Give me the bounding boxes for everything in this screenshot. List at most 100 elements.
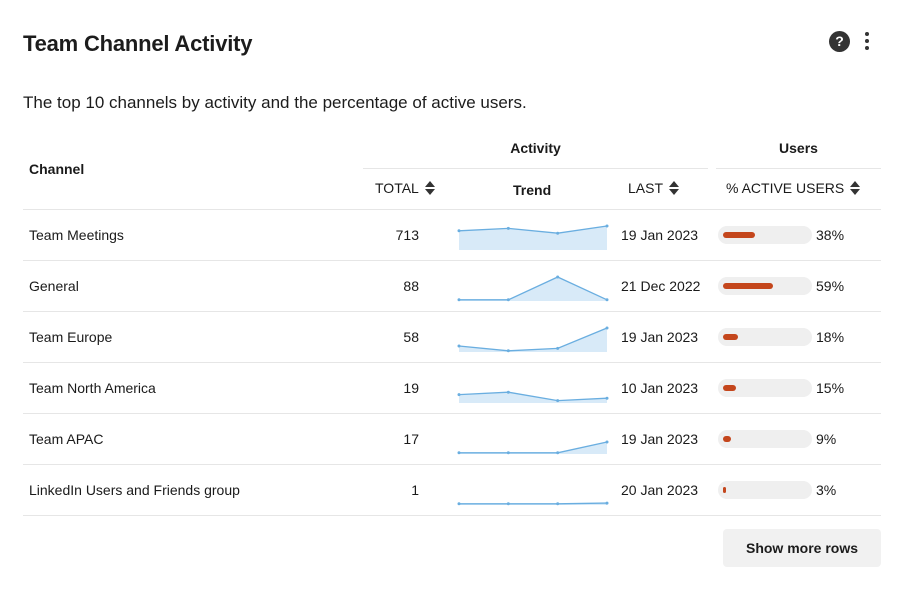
active-users-bar — [718, 277, 812, 295]
active-users-bar-fill — [723, 334, 738, 340]
active-users-bar — [718, 379, 812, 397]
active-users-bar-fill — [723, 232, 755, 238]
trend-point — [605, 440, 609, 444]
active-users-bar-fill — [723, 487, 726, 493]
active-users-percent: 15% — [816, 380, 845, 396]
last-activity-date: 10 Jan 2023 — [621, 380, 699, 396]
trend-sparkline — [457, 440, 609, 455]
sort-icon[interactable] — [850, 181, 861, 195]
trend-point — [605, 501, 609, 505]
trend-point — [457, 229, 461, 233]
trend-line — [459, 502, 608, 505]
column-header-last[interactable]: LAST — [628, 180, 680, 196]
trend-line — [459, 276, 608, 301]
channel-activity-table: Channel Activity Users TOTAL Trend LAST … — [23, 130, 881, 516]
column-header-trend: Trend — [513, 182, 552, 198]
trend-point — [457, 451, 461, 455]
trend-sparkline — [457, 224, 609, 250]
column-header-active-users-label: % ACTIVE USERS — [726, 180, 845, 196]
column-header-total[interactable]: TOTAL — [375, 180, 435, 196]
card-header: Team Channel Activity ? — [23, 30, 880, 58]
table-body: Team Meetings 713 19 Jan 2023 38% General 88 2… — [23, 210, 881, 516]
trend-point — [506, 298, 510, 302]
trend-point — [556, 451, 560, 455]
table-header: Channel Activity Users TOTAL Trend LAST … — [23, 130, 881, 210]
card-description: The top 10 channels by activity and the … — [23, 93, 527, 112]
trend-point — [457, 393, 461, 397]
active-users-bar-fill — [723, 436, 731, 442]
trend-point — [556, 399, 560, 403]
trend-point — [457, 344, 461, 348]
trend-sparkline — [457, 501, 609, 506]
active-users-percent: 9% — [816, 431, 837, 447]
trend-point — [556, 275, 560, 279]
trend-point — [506, 502, 510, 506]
trend-line — [458, 391, 608, 402]
trend-point — [556, 502, 560, 506]
column-group-activity: Activity — [510, 140, 561, 156]
table-row[interactable]: General 88 21 Dec 2022 59% — [23, 261, 881, 312]
active-users-bar-fill — [723, 385, 736, 391]
trend-point — [605, 396, 609, 400]
channel-name: Team Meetings — [29, 227, 124, 243]
trend-point — [506, 349, 510, 353]
trend-point — [506, 451, 510, 455]
active-users-percent: 38% — [816, 227, 845, 243]
activity-total: 19 — [403, 380, 419, 396]
show-more-rows-button[interactable]: Show more rows — [723, 529, 881, 567]
trend-sparkline — [457, 390, 609, 403]
trend-point — [457, 502, 461, 506]
trend-sparkline — [457, 275, 609, 302]
trend-sparkline — [457, 326, 609, 353]
table-row[interactable]: Team Europe 58 19 Jan 2023 18% — [23, 312, 881, 363]
channel-name: Team APAC — [29, 431, 104, 447]
card-title: Team Channel Activity — [23, 31, 253, 56]
trend-line — [458, 327, 608, 352]
last-activity-date: 21 Dec 2022 — [621, 278, 701, 294]
active-users-percent: 59% — [816, 278, 845, 294]
active-users-bar-fill — [723, 283, 773, 289]
channel-name: LinkedIn Users and Friends group — [29, 482, 240, 498]
trend-line — [459, 441, 608, 454]
question-circle-icon[interactable]: ? — [829, 30, 850, 52]
active-users-bar — [718, 430, 812, 448]
column-group-divider — [363, 168, 708, 169]
sort-icon[interactable] — [669, 181, 680, 195]
activity-total: 88 — [403, 278, 419, 294]
trend-point — [605, 298, 609, 302]
trend-line — [458, 225, 608, 234]
trend-point — [457, 298, 461, 302]
header-actions: ? — [829, 30, 872, 52]
trend-point — [556, 231, 560, 235]
channel-name: Team North America — [29, 380, 156, 396]
channel-name: General — [29, 278, 79, 294]
last-activity-date: 19 Jan 2023 — [621, 227, 699, 243]
trend-area — [459, 328, 607, 352]
last-activity-date: 19 Jan 2023 — [621, 329, 699, 345]
channel-name: Team Europe — [29, 329, 113, 345]
kebab-menu-icon[interactable] — [862, 30, 872, 52]
activity-total: 713 — [395, 227, 419, 243]
table-row[interactable]: Team APAC 17 19 Jan 2023 9% — [23, 414, 881, 465]
trend-area — [459, 442, 607, 454]
column-header-active-users[interactable]: % ACTIVE USERS — [726, 180, 861, 196]
activity-total: 1 — [411, 482, 419, 498]
column-header-total-label: TOTAL — [375, 180, 419, 196]
trend-point — [506, 226, 510, 230]
column-header-last-label: LAST — [628, 180, 664, 196]
activity-total: 58 — [403, 329, 419, 345]
trend-point — [605, 326, 609, 330]
table-row[interactable]: LinkedIn Users and Friends group 1 20 Jan … — [23, 465, 881, 516]
last-activity-date: 20 Jan 2023 — [621, 482, 699, 498]
active-users-percent: 18% — [816, 329, 845, 345]
last-activity-date: 19 Jan 2023 — [621, 431, 699, 447]
activity-total: 17 — [403, 431, 419, 447]
table-row[interactable]: Team North America 19 10 Jan 2023 15% — [23, 363, 881, 414]
trend-point — [605, 224, 609, 228]
trend-point — [506, 390, 510, 394]
column-group-users: Users — [779, 140, 818, 156]
trend-point — [556, 346, 560, 350]
sort-icon[interactable] — [424, 181, 435, 195]
table-row[interactable]: Team Meetings 713 19 Jan 2023 38% — [23, 210, 881, 261]
active-users-bar — [718, 481, 812, 499]
